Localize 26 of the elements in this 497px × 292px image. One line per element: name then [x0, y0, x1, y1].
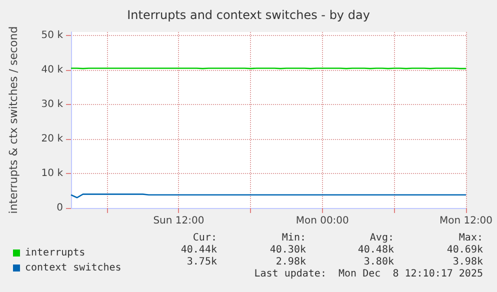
y-tick-label: 10 k [41, 168, 64, 179]
x-tick-label: Sun 12:00 [153, 216, 204, 226]
text: Max: [458, 232, 483, 244]
text: Cur: [192, 232, 217, 244]
text: 40.48k [358, 244, 394, 256]
text: 40.69k [446, 244, 483, 256]
y-tick-label: 20 k [41, 133, 64, 144]
text: 3.80k [364, 256, 394, 268]
text: Min: [282, 232, 306, 244]
legend-label: context switches [25, 262, 122, 274]
y-axis-title: interrupts & ctx switches / second [7, 26, 20, 214]
y-tick-label: 50 k [41, 30, 64, 41]
x-tick-label: Mon 00:00 [296, 216, 349, 226]
text: 3.75k [186, 256, 217, 268]
y-tick-label: 30 k [41, 98, 64, 110]
text: Last update: Mon Dec 8 12:10:17 2025 [254, 268, 483, 280]
text: 40.44k [180, 244, 217, 256]
legend-label: interrupts [25, 248, 86, 258]
chart-title: Interrupts and context switches - by day [127, 8, 370, 22]
text: Avg: [370, 232, 394, 244]
y-tick-label: 0 [56, 202, 63, 214]
x-tick-label: Mon 12:00 [439, 216, 493, 226]
text: 3.98k [452, 256, 483, 268]
y-tick-label: 40 k [41, 64, 64, 76]
text: 40.30k [270, 244, 306, 256]
text: 2.98k [276, 256, 306, 268]
